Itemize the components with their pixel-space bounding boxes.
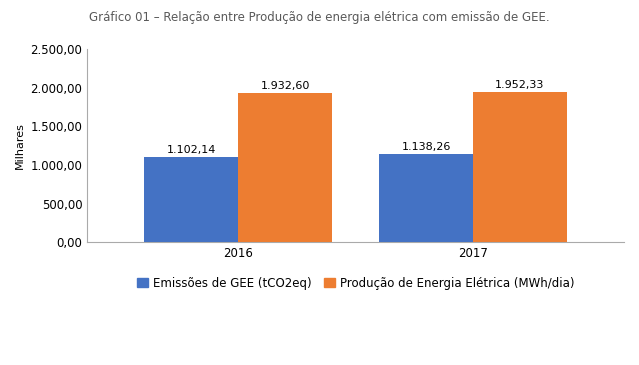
- Text: 1.932,60: 1.932,60: [261, 81, 310, 91]
- Text: 1.952,33: 1.952,33: [495, 80, 544, 89]
- Bar: [473, 92, 567, 242]
- Bar: [379, 154, 473, 242]
- Text: 1.138,26: 1.138,26: [401, 142, 450, 153]
- Legend: Emissões de GEE (tCO2eq), Produção de Energia Elétrica (MWh/dia): Emissões de GEE (tCO2eq), Produção de En…: [132, 272, 580, 295]
- Y-axis label: Milhares: Milhares: [15, 122, 25, 169]
- Text: Gráfico 01 – Relação entre Produção de energia elétrica com emissão de GEE.: Gráfico 01 – Relação entre Produção de e…: [89, 11, 550, 24]
- Bar: [144, 157, 238, 242]
- Bar: [238, 93, 332, 242]
- Text: 1.102,14: 1.102,14: [167, 145, 216, 155]
